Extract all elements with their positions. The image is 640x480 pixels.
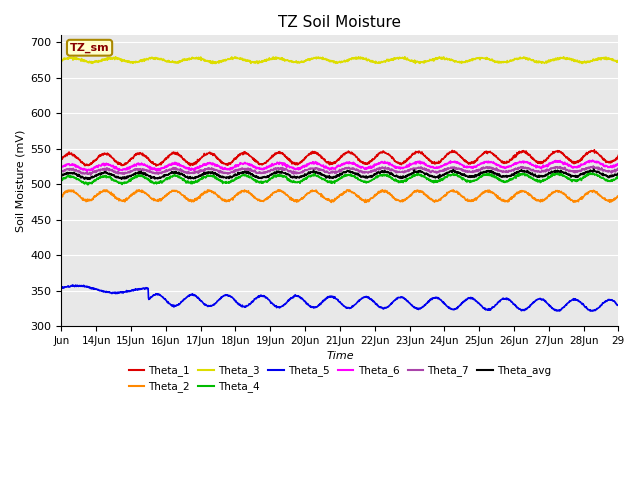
Theta_6 bbox=[157, 165, 165, 171]
Theta_7 bbox=[58, 168, 65, 173]
Theta_1 bbox=[343, 150, 351, 156]
X-axis label: Time: Time bbox=[326, 351, 354, 361]
Theta_4 bbox=[587, 170, 595, 176]
Theta_avg bbox=[58, 172, 65, 178]
Theta_2 bbox=[157, 198, 165, 204]
Theta_1 bbox=[58, 156, 65, 162]
Line: Theta_3: Theta_3 bbox=[61, 57, 618, 63]
Theta_6 bbox=[442, 162, 449, 168]
Theta_4 bbox=[579, 175, 587, 180]
Theta_7 bbox=[157, 170, 165, 176]
Theta_avg bbox=[614, 170, 622, 176]
Line: Theta_avg: Theta_avg bbox=[61, 169, 618, 179]
Theta_7 bbox=[614, 168, 622, 173]
Theta_5 bbox=[343, 305, 351, 311]
Theta_7 bbox=[87, 172, 95, 178]
Theta_7 bbox=[442, 168, 449, 173]
Theta_avg bbox=[343, 168, 351, 174]
Theta_1 bbox=[591, 147, 598, 153]
Theta_1 bbox=[68, 152, 76, 157]
Theta_3 bbox=[343, 57, 351, 63]
Line: Theta_7: Theta_7 bbox=[61, 166, 618, 175]
Line: Theta_5: Theta_5 bbox=[61, 285, 618, 311]
Line: Theta_1: Theta_1 bbox=[61, 150, 618, 166]
Theta_5 bbox=[588, 308, 595, 314]
Theta_5 bbox=[614, 302, 622, 308]
Theta_avg bbox=[590, 166, 598, 172]
Theta_3 bbox=[579, 60, 587, 65]
Theta_4 bbox=[310, 173, 317, 179]
Theta_4 bbox=[614, 174, 622, 180]
Theta_3 bbox=[310, 56, 317, 61]
Theta_4 bbox=[157, 180, 165, 185]
Theta_3 bbox=[209, 60, 216, 66]
Theta_3 bbox=[157, 56, 165, 61]
Theta_4 bbox=[442, 174, 449, 180]
Theta_5 bbox=[310, 305, 317, 311]
Theta_1 bbox=[310, 150, 317, 156]
Theta_7 bbox=[68, 167, 76, 173]
Theta_7 bbox=[589, 163, 597, 169]
Theta_avg bbox=[85, 176, 93, 182]
Theta_2 bbox=[579, 194, 587, 200]
Theta_avg bbox=[579, 171, 587, 177]
Theta_1 bbox=[614, 153, 622, 158]
Theta_5 bbox=[579, 301, 587, 307]
Theta_1 bbox=[152, 163, 160, 169]
Text: TZ_sm: TZ_sm bbox=[70, 43, 109, 53]
Theta_6 bbox=[614, 161, 622, 167]
Theta_6 bbox=[83, 168, 91, 174]
Theta_3 bbox=[58, 59, 65, 64]
Line: Theta_6: Theta_6 bbox=[61, 160, 618, 171]
Theta_7 bbox=[310, 166, 317, 171]
Theta_6 bbox=[68, 162, 76, 168]
Title: TZ Soil Moisture: TZ Soil Moisture bbox=[278, 15, 401, 30]
Theta_3 bbox=[442, 56, 450, 61]
Theta_avg bbox=[310, 168, 317, 173]
Legend: Theta_1, Theta_2, Theta_3, Theta_4, Theta_5, Theta_6, Theta_7, Theta_avg: Theta_1, Theta_2, Theta_3, Theta_4, Thet… bbox=[124, 361, 556, 396]
Theta_6 bbox=[579, 161, 587, 167]
Theta_avg bbox=[442, 170, 449, 176]
Theta_2 bbox=[343, 187, 351, 192]
Theta_4 bbox=[84, 182, 92, 188]
Theta_1 bbox=[157, 159, 165, 165]
Theta_6 bbox=[310, 161, 317, 167]
Theta_4 bbox=[343, 172, 351, 178]
Theta_2 bbox=[328, 200, 335, 205]
Theta_7 bbox=[579, 167, 587, 172]
Line: Theta_2: Theta_2 bbox=[61, 190, 618, 203]
Theta_avg bbox=[68, 170, 76, 176]
Theta_5 bbox=[58, 285, 65, 291]
Line: Theta_4: Theta_4 bbox=[61, 173, 618, 185]
Theta_2 bbox=[58, 192, 65, 198]
Theta_3 bbox=[614, 58, 622, 63]
Theta_4 bbox=[68, 174, 76, 180]
Theta_2 bbox=[310, 188, 317, 194]
Theta_3 bbox=[68, 55, 76, 61]
Theta_5 bbox=[68, 283, 76, 289]
Theta_1 bbox=[442, 154, 449, 159]
Theta_3 bbox=[401, 54, 409, 60]
Theta_6 bbox=[343, 160, 351, 166]
Theta_5 bbox=[442, 302, 449, 308]
Theta_6 bbox=[589, 157, 596, 163]
Theta_4 bbox=[58, 178, 65, 184]
Theta_7 bbox=[343, 166, 351, 171]
Theta_1 bbox=[579, 154, 587, 159]
Theta_2 bbox=[68, 188, 76, 194]
Theta_5 bbox=[69, 282, 77, 288]
Theta_5 bbox=[157, 293, 165, 299]
Theta_2 bbox=[274, 187, 282, 192]
Theta_2 bbox=[614, 193, 622, 199]
Theta_2 bbox=[442, 192, 450, 197]
Theta_6 bbox=[58, 165, 65, 171]
Y-axis label: Soil Moisture (mV): Soil Moisture (mV) bbox=[15, 130, 25, 232]
Theta_avg bbox=[157, 175, 165, 180]
